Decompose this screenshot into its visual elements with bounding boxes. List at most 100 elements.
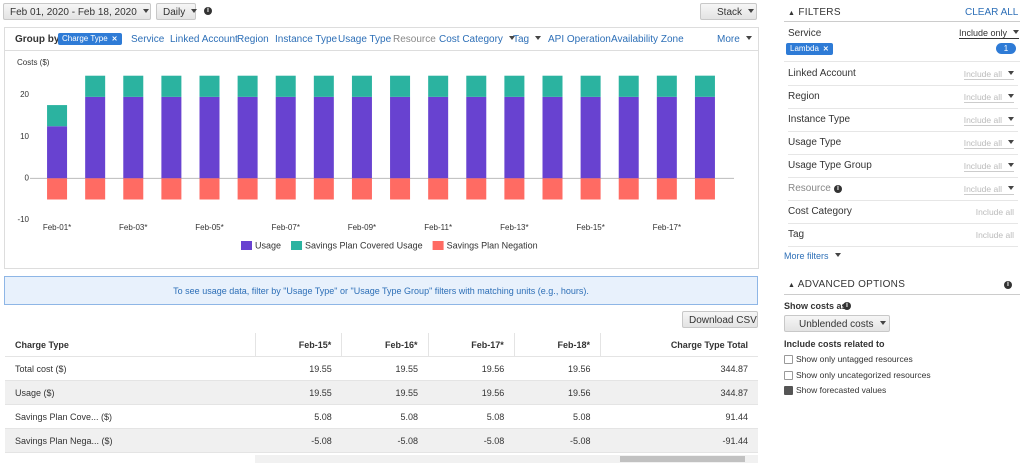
divider — [784, 294, 1020, 295]
table-cell: 19.56 — [514, 380, 601, 405]
table-cell: 19.55 — [255, 380, 342, 405]
x-tick-label: Feb-05* — [195, 223, 223, 232]
bar — [428, 96, 449, 179]
filter-row[interactable]: Instance Type Include all — [788, 109, 1018, 132]
bar — [313, 75, 334, 97]
filter-label: Cost Category — [788, 206, 852, 217]
filter-mode[interactable]: Include only — [959, 28, 1020, 39]
divider — [784, 21, 1020, 22]
group-chip[interactable]: Charge Type — [58, 33, 122, 45]
group-more[interactable]: More — [717, 34, 752, 45]
download-csv[interactable]: Download CSV — [682, 311, 758, 328]
filter-row[interactable]: Region Include all — [788, 86, 1018, 109]
cost-type[interactable]: Unblended costs — [784, 315, 890, 332]
filter-mode[interactable]: Include all — [963, 138, 1014, 149]
bar — [694, 75, 715, 97]
filter-row[interactable]: Resource Include all i — [788, 178, 1018, 201]
column-header[interactable]: Feb-17* — [428, 333, 515, 357]
column-header[interactable]: Charge Type Total — [600, 333, 758, 357]
group-option[interactable]: Tag — [513, 34, 541, 45]
bar — [656, 178, 677, 200]
legend-swatch — [241, 241, 252, 250]
x-tick-label: Feb-17* — [653, 223, 681, 232]
info-icon[interactable]: i — [1004, 281, 1012, 289]
filter-count: 1 — [996, 43, 1016, 54]
y-tick-label: 20 — [20, 90, 29, 99]
filter-mode[interactable]: Include all — [975, 230, 1014, 240]
info-banner: To see usage data, filter by "Usage Type… — [4, 276, 758, 305]
date-range[interactable]: Feb 01, 2020 - Feb 18, 2020 — [3, 3, 151, 20]
bar — [580, 96, 601, 179]
x-tick-label: Feb-07* — [271, 223, 299, 232]
scroll-thumb[interactable] — [620, 456, 745, 462]
group-option[interactable]: Availability Zone — [611, 34, 684, 45]
column-header[interactable]: Feb-15* — [255, 333, 343, 357]
bar — [199, 75, 220, 97]
granularity[interactable]: Daily — [156, 3, 196, 20]
filter-mode[interactable]: Include all — [963, 69, 1014, 80]
bar — [466, 75, 487, 97]
group-by-bar — [5, 28, 758, 51]
checkbox[interactable] — [784, 370, 793, 380]
group-option[interactable]: Usage Type — [338, 34, 392, 45]
filter-row[interactable]: Usage Type Include all — [788, 132, 1018, 155]
info-icon[interactable]: i — [843, 302, 851, 310]
filter-row[interactable]: Tag Include all — [788, 224, 1018, 247]
clear-all[interactable]: CLEAR ALL — [965, 7, 1019, 18]
filter-mode[interactable]: Include all — [963, 184, 1014, 195]
bar — [85, 96, 106, 179]
table-cell: 344.87 — [600, 356, 758, 381]
filter-label: Region — [788, 91, 820, 102]
filter-mode[interactable]: Include all — [963, 161, 1014, 172]
cost-table: Charge Type Feb-15* Feb-16* Feb-17* Feb-18* C… — [5, 333, 758, 453]
x-tick-label: Feb-13* — [500, 223, 528, 232]
filter-row[interactable]: Cost Category Include all — [788, 201, 1018, 224]
bar — [199, 178, 220, 200]
column-header[interactable]: Feb-16* — [341, 333, 429, 357]
table-cell: 5.08 — [341, 404, 428, 429]
bar — [237, 96, 258, 179]
filter-row[interactable]: Linked Account Include all — [788, 63, 1018, 86]
table-cell: 5.08 — [514, 404, 601, 429]
filter-chip[interactable]: Lambda — [786, 43, 833, 55]
column-header[interactable]: Feb-18* — [514, 333, 602, 357]
checkbox[interactable] — [784, 355, 793, 364]
filter-mode[interactable]: Include all — [963, 92, 1014, 103]
filter-row[interactable]: Usage Type Group Include all — [788, 155, 1018, 178]
bar — [618, 178, 639, 200]
group-option[interactable]: Cost Category — [439, 34, 515, 45]
table-cell: Savings Plan Cove... ($) — [5, 404, 256, 429]
table-cell: -5.08 — [514, 428, 601, 453]
table-cell: -5.08 — [341, 428, 428, 453]
group-option[interactable]: Instance Type — [275, 34, 338, 45]
checkbox[interactable] — [784, 386, 793, 395]
chart-style[interactable]: Stack — [700, 3, 757, 20]
filter-mode[interactable]: Include all — [963, 115, 1014, 126]
advanced-title[interactable]: ▲ ADVANCED OPTIONS — [788, 279, 906, 290]
bar — [47, 126, 68, 179]
bar — [466, 178, 487, 200]
info-icon[interactable]: i — [204, 7, 212, 15]
group-option[interactable]: Service — [131, 34, 165, 45]
group-option[interactable]: Linked Account — [170, 34, 238, 45]
info-icon[interactable]: i — [834, 185, 842, 193]
bar — [275, 178, 296, 200]
bar — [390, 96, 411, 179]
more-filters[interactable]: More filters — [784, 251, 841, 261]
bar — [85, 75, 106, 97]
column-header[interactable]: Charge Type — [5, 333, 256, 357]
bar — [390, 178, 411, 200]
bar — [47, 105, 68, 127]
bar — [466, 96, 487, 179]
group-option[interactable]: API Operation — [548, 34, 611, 45]
bar — [351, 178, 372, 200]
bar — [313, 96, 334, 179]
scrollbar[interactable] — [255, 455, 758, 463]
bar — [428, 178, 449, 200]
bar — [542, 75, 563, 97]
bar — [580, 75, 601, 97]
filter-mode[interactable]: Include all — [975, 207, 1014, 217]
bar — [580, 178, 601, 200]
bar — [123, 75, 144, 97]
group-option[interactable]: Region — [237, 34, 269, 45]
